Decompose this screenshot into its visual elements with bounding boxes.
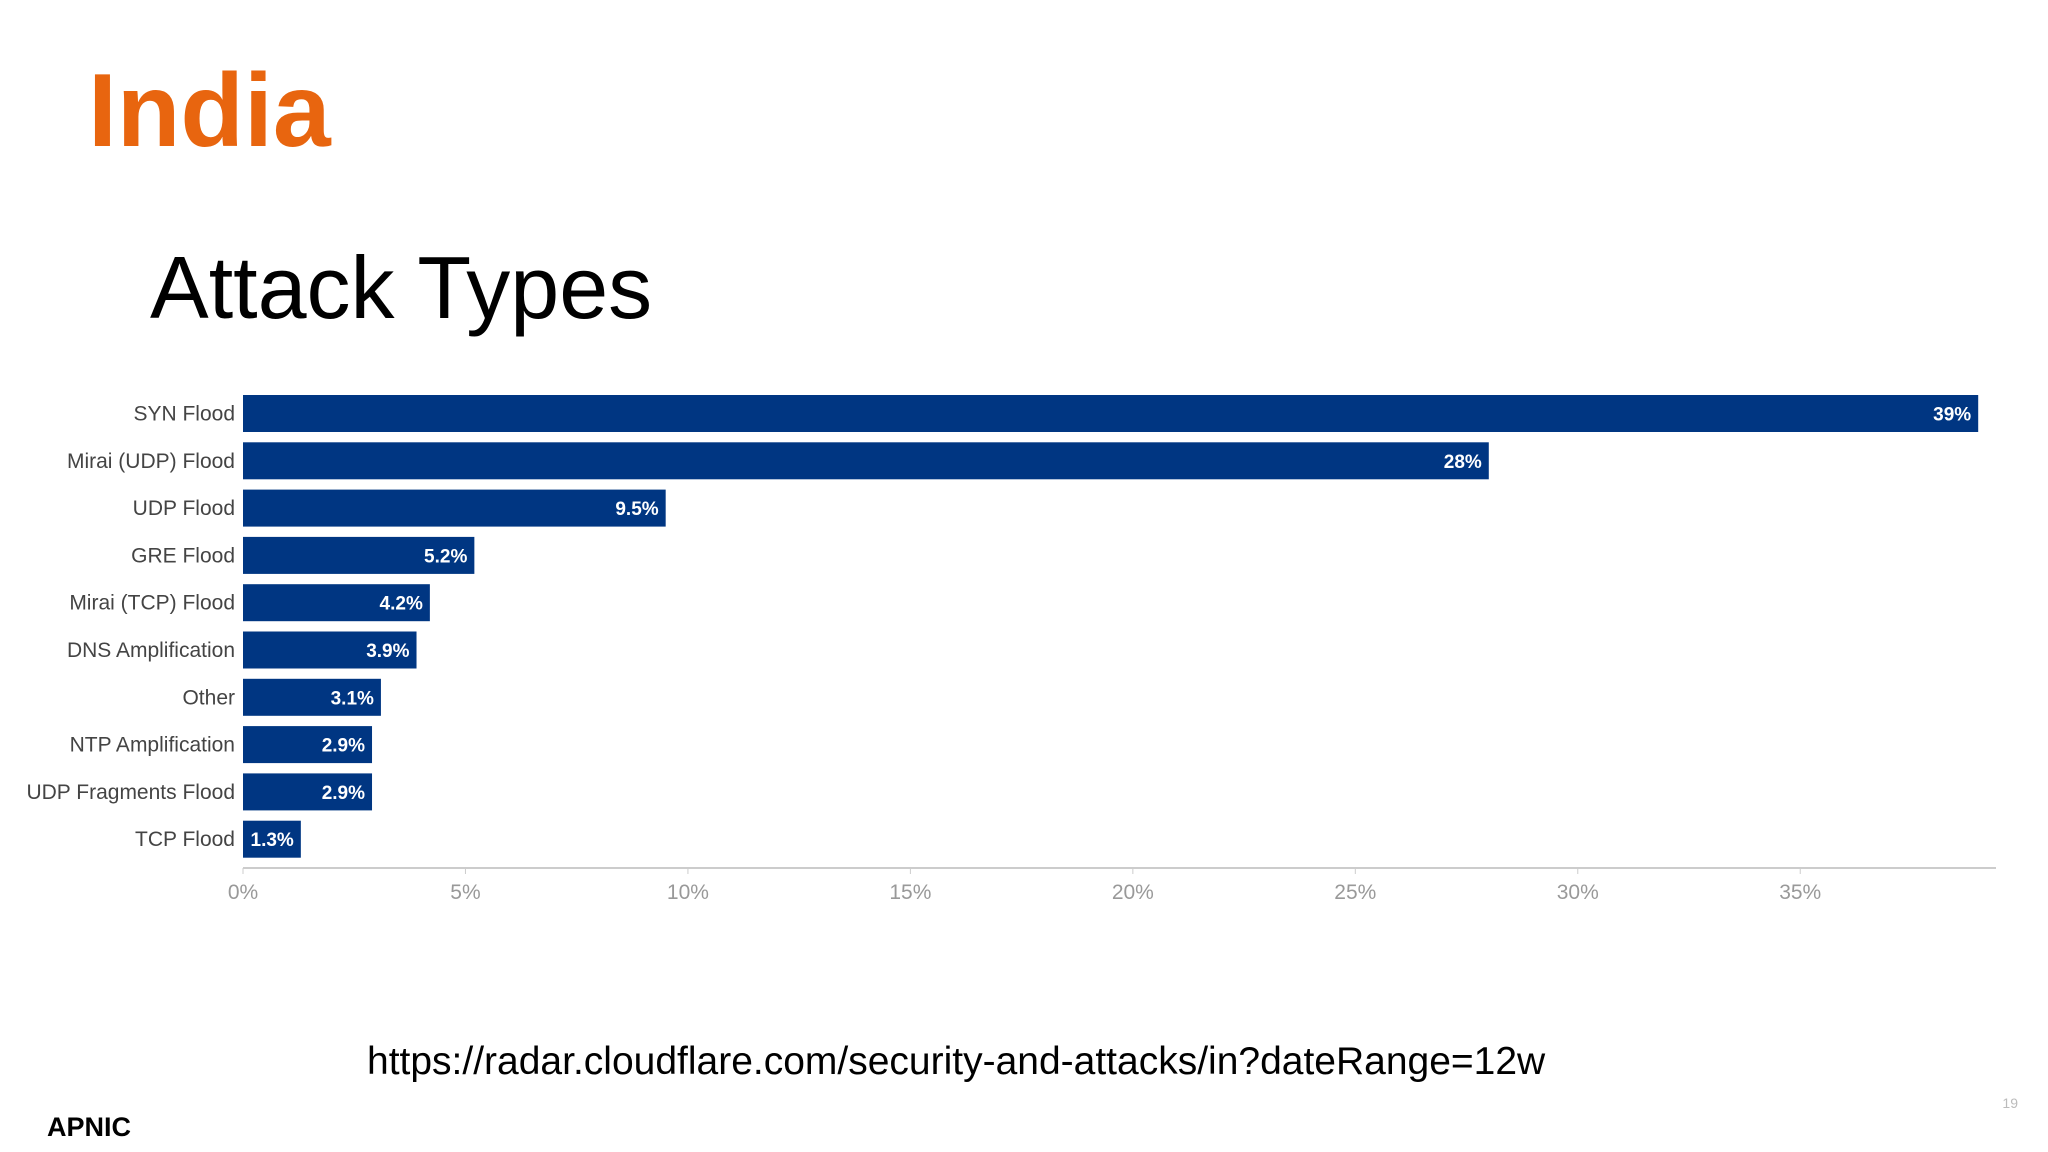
category-label: UDP Flood xyxy=(133,497,235,520)
x-tick-label: 15% xyxy=(889,881,931,904)
category-label: TCP Flood xyxy=(135,828,235,851)
x-tick-label: 5% xyxy=(450,881,480,904)
x-tick-label: 20% xyxy=(1112,881,1154,904)
slide-subtitle: Attack Types xyxy=(150,238,652,337)
category-label: DNS Amplification xyxy=(67,639,235,662)
chart: 0% 5% 10% 15% 20% 25% 30% 35% SYN Flood 39% Mirai … xyxy=(26,395,1996,904)
page-number: 19 xyxy=(2002,1095,2018,1111)
category-label: Mirai (TCP) Flood xyxy=(69,592,235,615)
value-label: 2.9% xyxy=(322,736,365,757)
bar xyxy=(243,726,373,764)
bar xyxy=(243,536,475,574)
bar xyxy=(243,489,666,527)
slide-title: India xyxy=(88,53,332,169)
value-label: 4.2% xyxy=(380,594,423,615)
bar xyxy=(243,820,301,858)
category-label: UDP Fragments Flood xyxy=(26,781,235,804)
bar xyxy=(243,678,381,716)
source-url: https://radar.cloudflare.com/security-an… xyxy=(367,1040,1546,1083)
bar xyxy=(243,584,430,622)
bar xyxy=(243,631,417,669)
category-label: NTP Amplification xyxy=(70,734,235,757)
bar xyxy=(243,773,373,811)
category-label: SYN Flood xyxy=(133,403,235,426)
value-label: 5.2% xyxy=(424,546,467,567)
x-tick-label: 30% xyxy=(1557,881,1599,904)
value-label: 1.3% xyxy=(251,830,294,851)
value-label: 3.9% xyxy=(366,641,409,662)
category-label: Mirai (UDP) Flood xyxy=(67,450,235,473)
value-label: 2.9% xyxy=(322,783,365,804)
value-label: 39% xyxy=(1933,405,1971,426)
category-label: Other xyxy=(182,686,235,709)
x-tick-label: 35% xyxy=(1779,881,1821,904)
logo: APNIC xyxy=(47,1112,131,1142)
value-label: 3.1% xyxy=(331,688,374,709)
x-tick-label: 10% xyxy=(667,881,709,904)
bar xyxy=(243,395,1979,432)
x-tick-label: 0% xyxy=(228,881,258,904)
x-tick-label: 25% xyxy=(1334,881,1376,904)
bar xyxy=(243,442,1489,480)
value-label: 9.5% xyxy=(615,499,658,520)
value-label: 28% xyxy=(1444,452,1482,473)
category-label: GRE Flood xyxy=(131,544,235,567)
